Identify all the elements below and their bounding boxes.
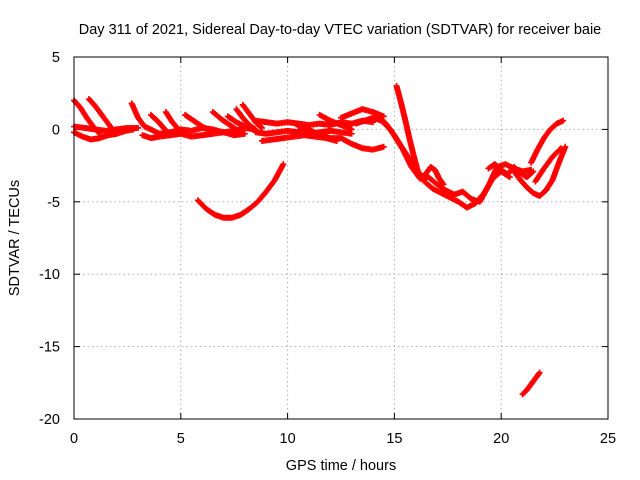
- series-track-14: [194, 161, 287, 221]
- series-track-6: [139, 129, 248, 142]
- y-tick-label: -20: [39, 412, 60, 428]
- x-tick-label: 5: [177, 431, 185, 447]
- data-point: [556, 146, 563, 153]
- data-point: [258, 124, 265, 131]
- plot-frame: [73, 56, 609, 420]
- y-axis-label: SDTVAR / TECUs: [7, 180, 23, 296]
- x-tick-label: 15: [386, 431, 402, 447]
- data-point: [562, 143, 569, 150]
- series-track-25: [511, 143, 569, 200]
- data-point: [380, 143, 387, 150]
- data-point: [560, 117, 567, 124]
- series-track-27: [532, 145, 565, 185]
- data-point: [241, 130, 248, 137]
- data-point: [167, 132, 174, 139]
- data-points: [71, 82, 569, 398]
- data-point: [235, 127, 242, 134]
- x-tick-label: 20: [493, 431, 509, 447]
- series-track-26: [528, 117, 567, 166]
- axis-ticks: 0 5 10 15 20 25 5 0 -5 -10 -15 -20: [39, 50, 616, 447]
- series-track-10: [209, 109, 242, 134]
- data-point: [536, 369, 543, 376]
- x-tick-label: 25: [600, 431, 616, 447]
- data-point: [440, 181, 447, 188]
- y-tick-label: -5: [47, 195, 60, 211]
- x-tick-label: 10: [280, 431, 296, 447]
- y-tick-label: -15: [39, 340, 60, 356]
- data-point: [135, 124, 142, 131]
- data-point: [535, 370, 542, 377]
- x-tick-label: 0: [70, 431, 78, 447]
- y-tick-label: 5: [52, 50, 60, 66]
- series-track-20: [338, 106, 387, 121]
- series-track-23: [393, 82, 447, 188]
- series-track-12: [233, 106, 259, 133]
- grid-lines: [74, 57, 608, 419]
- data-point: [530, 168, 537, 175]
- series-track-18: [295, 123, 387, 153]
- series-track-11: [224, 113, 257, 133]
- data-point: [182, 130, 189, 137]
- data-point: [348, 126, 355, 133]
- series-track-8: [162, 109, 189, 137]
- data-point: [257, 123, 264, 130]
- series-track-22: [374, 111, 535, 205]
- series-track-7: [147, 111, 174, 139]
- x-axis-label: GPS time / hours: [286, 458, 396, 474]
- data-point: [529, 169, 536, 176]
- series-track-28: [519, 369, 543, 398]
- series-track-9: [182, 111, 214, 134]
- data-point: [439, 180, 446, 187]
- data-point: [280, 161, 287, 168]
- data-point: [166, 131, 173, 138]
- y-tick-label: 0: [52, 122, 60, 138]
- chart-title: Day 311 of 2021, Sidereal Day-to-day VTE…: [79, 22, 602, 38]
- series-track-19: [316, 111, 355, 133]
- data-point: [558, 145, 565, 152]
- y-tick-label: -10: [39, 267, 60, 283]
- data-point: [207, 127, 214, 134]
